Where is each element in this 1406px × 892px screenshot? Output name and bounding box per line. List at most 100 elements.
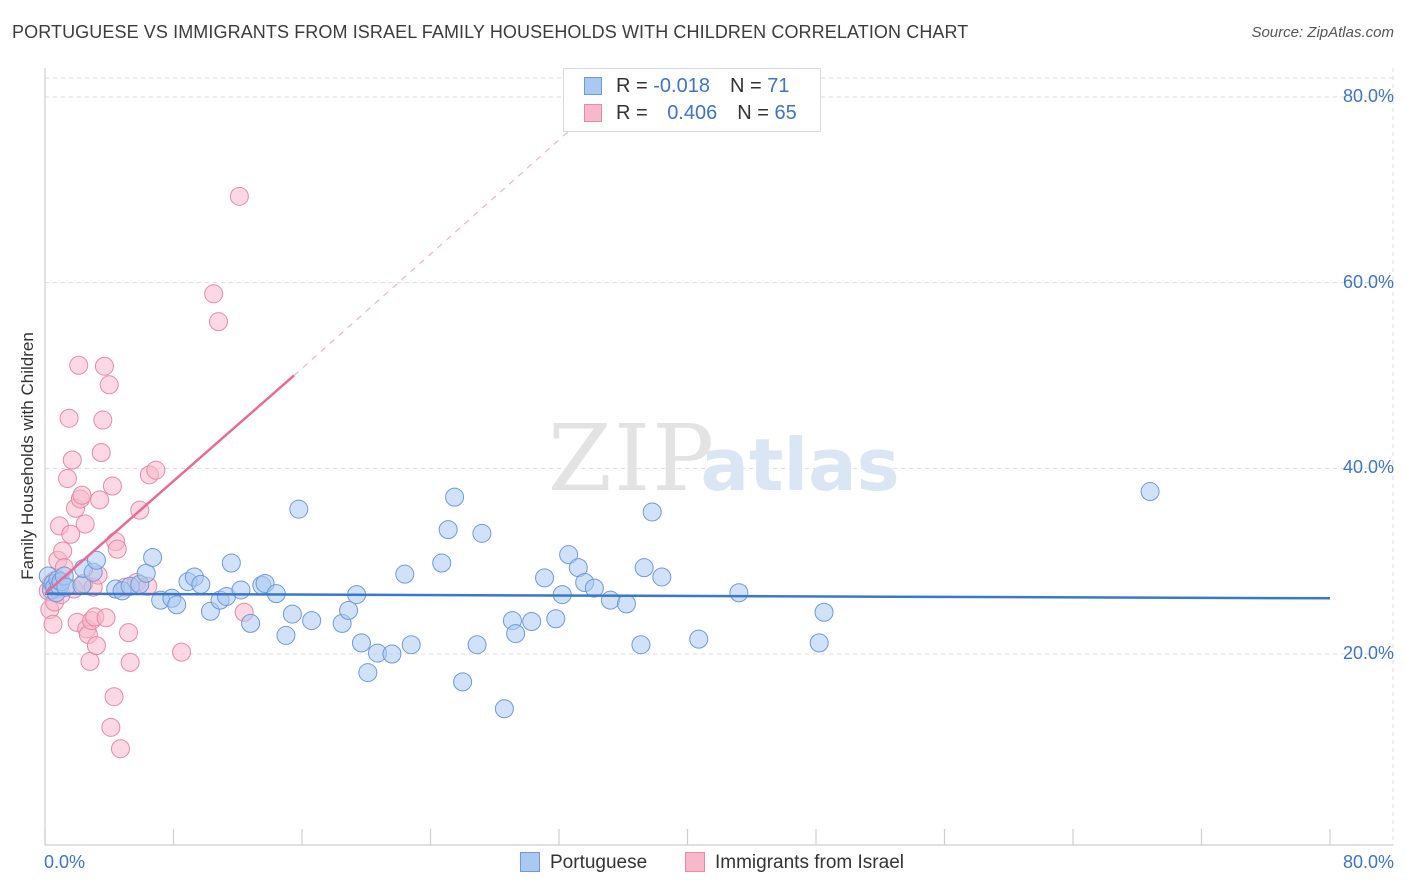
point-israel [107, 539, 127, 559]
point-israel [61, 524, 81, 544]
point-portuguese [191, 574, 211, 594]
y-tick-label: 80.0% [1342, 86, 1394, 106]
point-portuguese [289, 499, 309, 519]
y-tick-label: 60.0% [1342, 271, 1394, 292]
trend-line-portuguese [44, 592, 1331, 600]
point-portuguese [535, 568, 555, 588]
point-portuguese [453, 672, 473, 692]
point-portuguese [652, 567, 672, 587]
point-portuguese [382, 644, 402, 664]
point-israel [94, 356, 114, 376]
point-israel [101, 717, 121, 737]
legend-r-label: R = [616, 102, 648, 124]
axes [44, 68, 1393, 846]
legend-swatch-portuguese [584, 77, 602, 95]
legend-n-value-israel: 65 [774, 102, 797, 124]
trend-line-israel-extension [293, 96, 608, 376]
point-portuguese [642, 502, 662, 522]
watermark-zip: ZIP [548, 405, 716, 512]
point-portuguese [167, 595, 187, 615]
point-israel [172, 642, 192, 662]
legend-n-label: N = [737, 102, 769, 124]
point-israel [208, 312, 228, 332]
point-israel [43, 614, 63, 634]
point-portuguese [231, 580, 251, 600]
point-portuguese [395, 564, 415, 584]
point-israel [102, 476, 122, 496]
point-portuguese [1140, 482, 1160, 502]
series-israel-points [38, 186, 254, 759]
point-portuguese [584, 578, 604, 598]
point-portuguese [467, 635, 487, 655]
bottom-legend-israel: Immigrants from Israel [685, 852, 904, 874]
point-portuguese [494, 699, 514, 719]
point-portuguese [438, 520, 458, 540]
legend-r-value-israel: 0.406 [667, 102, 718, 124]
point-israel [120, 652, 140, 672]
point-portuguese [401, 635, 421, 655]
bottom-legend-swatch-israel [685, 852, 705, 872]
point-portuguese [600, 590, 620, 610]
legend-n-label: N = [729, 75, 762, 97]
correlation-legend: R = -0.018 N = 71 R = 0.406 N = 65 [563, 68, 821, 132]
point-portuguese [351, 633, 371, 653]
bottom-legend-label-portuguese: Portuguese [550, 852, 648, 873]
point-portuguese [472, 523, 492, 543]
trend-lines [44, 96, 1331, 600]
y-tick-label: 40.0% [1342, 457, 1394, 478]
point-portuguese [445, 487, 465, 507]
point-portuguese [86, 550, 106, 570]
bottom-legend-label-israel: Immigrants from Israel [715, 852, 904, 873]
gridlines [45, 68, 1394, 845]
series-portuguese-points [38, 482, 1160, 719]
point-israel [229, 186, 249, 206]
point-israel [57, 469, 77, 489]
x-tick-label: 80.0% [1342, 852, 1394, 872]
point-portuguese [432, 553, 452, 573]
legend-row-israel: R = 0.406 N = 65 [584, 102, 797, 126]
point-portuguese [358, 663, 378, 683]
y-tick-label: 20.0% [1342, 643, 1394, 663]
chart-source: Source: ZipAtlas.com [1251, 24, 1394, 41]
point-israel [119, 623, 139, 643]
point-israel [96, 608, 116, 628]
point-portuguese [689, 629, 709, 649]
y-axis-label: Family Households with Children [18, 332, 37, 580]
point-portuguese [302, 611, 322, 631]
point-portuguese [814, 602, 834, 622]
point-israel [86, 636, 106, 656]
point-israel [104, 687, 124, 707]
point-israel [99, 375, 119, 395]
bottom-legend-swatch-portuguese [520, 852, 540, 872]
point-portuguese [276, 625, 296, 645]
point-portuguese [241, 613, 261, 633]
point-israel [59, 408, 79, 428]
chart-title: PORTUGUESE VS IMMIGRANTS FROM ISRAEL FAM… [12, 22, 969, 42]
legend-r-value-portuguese: -0.018 [653, 75, 710, 97]
point-portuguese [339, 600, 359, 620]
point-portuguese [221, 553, 241, 573]
point-portuguese [546, 609, 566, 629]
watermark: ZIP atlas [548, 405, 900, 512]
point-israel [90, 490, 110, 510]
point-israel [53, 541, 73, 561]
x-tick-label: 0.0% [44, 852, 86, 872]
point-portuguese [522, 612, 542, 632]
point-israel [204, 284, 224, 304]
legend-row-portuguese: R = -0.018 N = 71 [584, 75, 789, 99]
point-portuguese [282, 604, 302, 624]
point-israel [93, 410, 113, 430]
point-portuguese [631, 635, 651, 655]
point-portuguese [634, 558, 654, 578]
point-israel [91, 443, 111, 463]
point-portuguese [809, 633, 829, 653]
point-israel [62, 450, 82, 470]
watermark-atlas: atlas [700, 423, 899, 507]
point-portuguese [143, 547, 163, 567]
point-portuguese [616, 594, 636, 614]
trend-line-israel [44, 374, 295, 595]
point-israel [72, 485, 92, 505]
point-portuguese [729, 583, 749, 603]
legend-r-label: R = [616, 75, 648, 97]
